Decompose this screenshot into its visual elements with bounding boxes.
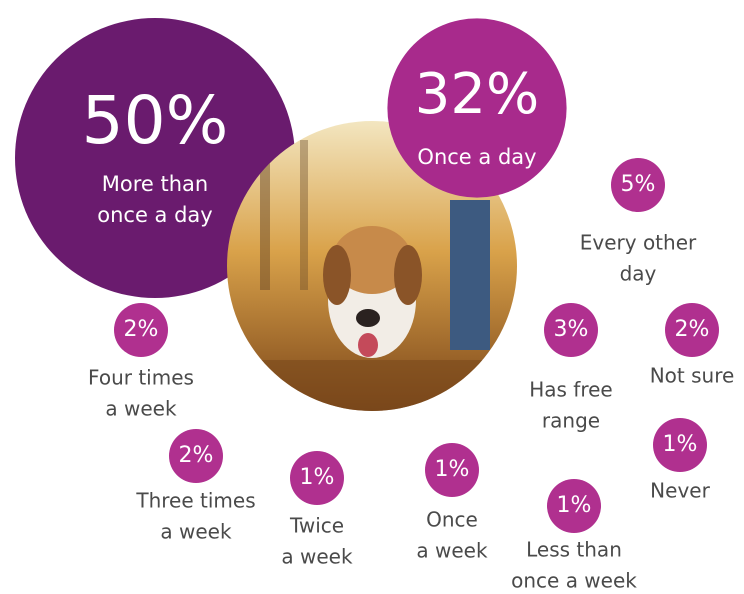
- category-label: Less than: [526, 538, 622, 562]
- value-label: 2%: [675, 317, 710, 342]
- bubble: [653, 418, 707, 472]
- category-label: Three times: [135, 489, 255, 513]
- bubble: [15, 18, 295, 298]
- bubble: [114, 303, 168, 357]
- category-label: a week: [416, 539, 488, 563]
- category-label: Once a day: [417, 145, 536, 169]
- category-label: Twice: [289, 514, 344, 538]
- category-label: a week: [160, 520, 232, 544]
- bubbles-back: [15, 18, 295, 298]
- bubble: [387, 18, 567, 198]
- category-label: Four times: [88, 366, 194, 390]
- category-label: Every other: [580, 231, 697, 255]
- category-label: More than: [102, 172, 208, 196]
- category-label: once a day: [97, 203, 212, 227]
- bubble: [425, 443, 479, 497]
- category-label: a week: [281, 545, 353, 569]
- category-label: once a week: [511, 569, 637, 593]
- category-label: Never: [650, 479, 710, 503]
- category-label: Once: [426, 508, 478, 532]
- value-label: 5%: [621, 172, 656, 197]
- category-label: Not sure: [650, 364, 735, 388]
- value-label: 1%: [300, 465, 335, 490]
- category-label: range: [542, 409, 600, 433]
- bubbles-front: 50% More than once a day 32% Once a day 5% Eve…: [82, 18, 735, 593]
- value-label: 32%: [415, 62, 539, 127]
- category-label: day: [620, 262, 657, 286]
- value-label: 1%: [557, 493, 592, 518]
- value-label: 50%: [82, 82, 229, 159]
- value-label: 3%: [554, 317, 589, 342]
- category-label: a week: [105, 397, 177, 421]
- value-label: 2%: [179, 443, 214, 468]
- bubble: [665, 303, 719, 357]
- photo: [227, 121, 517, 411]
- bubble: [169, 429, 223, 483]
- value-label: 1%: [663, 432, 698, 457]
- bubble: [290, 451, 344, 505]
- value-label: 1%: [435, 457, 470, 482]
- value-label: 2%: [124, 317, 159, 342]
- bubble: [544, 303, 598, 357]
- bubble: [547, 479, 601, 533]
- category-label: Has free: [529, 378, 613, 402]
- bubble: [611, 158, 665, 212]
